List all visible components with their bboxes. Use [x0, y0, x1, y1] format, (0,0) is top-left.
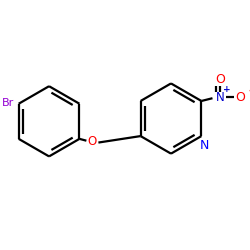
Text: +: +	[222, 86, 230, 94]
Text: O: O	[215, 73, 225, 86]
Text: N: N	[216, 91, 224, 104]
Text: O: O	[235, 91, 245, 104]
Text: Br: Br	[2, 98, 14, 108]
Text: N: N	[200, 139, 209, 152]
Text: O: O	[88, 135, 97, 148]
Text: -: -	[248, 86, 250, 96]
